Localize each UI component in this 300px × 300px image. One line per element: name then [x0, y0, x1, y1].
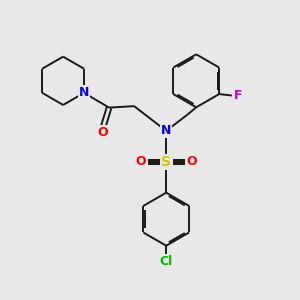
- Text: O: O: [97, 126, 108, 139]
- Text: O: O: [187, 155, 197, 168]
- Text: O: O: [135, 155, 146, 168]
- Text: N: N: [161, 124, 171, 137]
- Text: S: S: [161, 155, 171, 169]
- Text: N: N: [79, 86, 89, 99]
- Text: F: F: [233, 89, 242, 102]
- Text: Cl: Cl: [160, 255, 173, 268]
